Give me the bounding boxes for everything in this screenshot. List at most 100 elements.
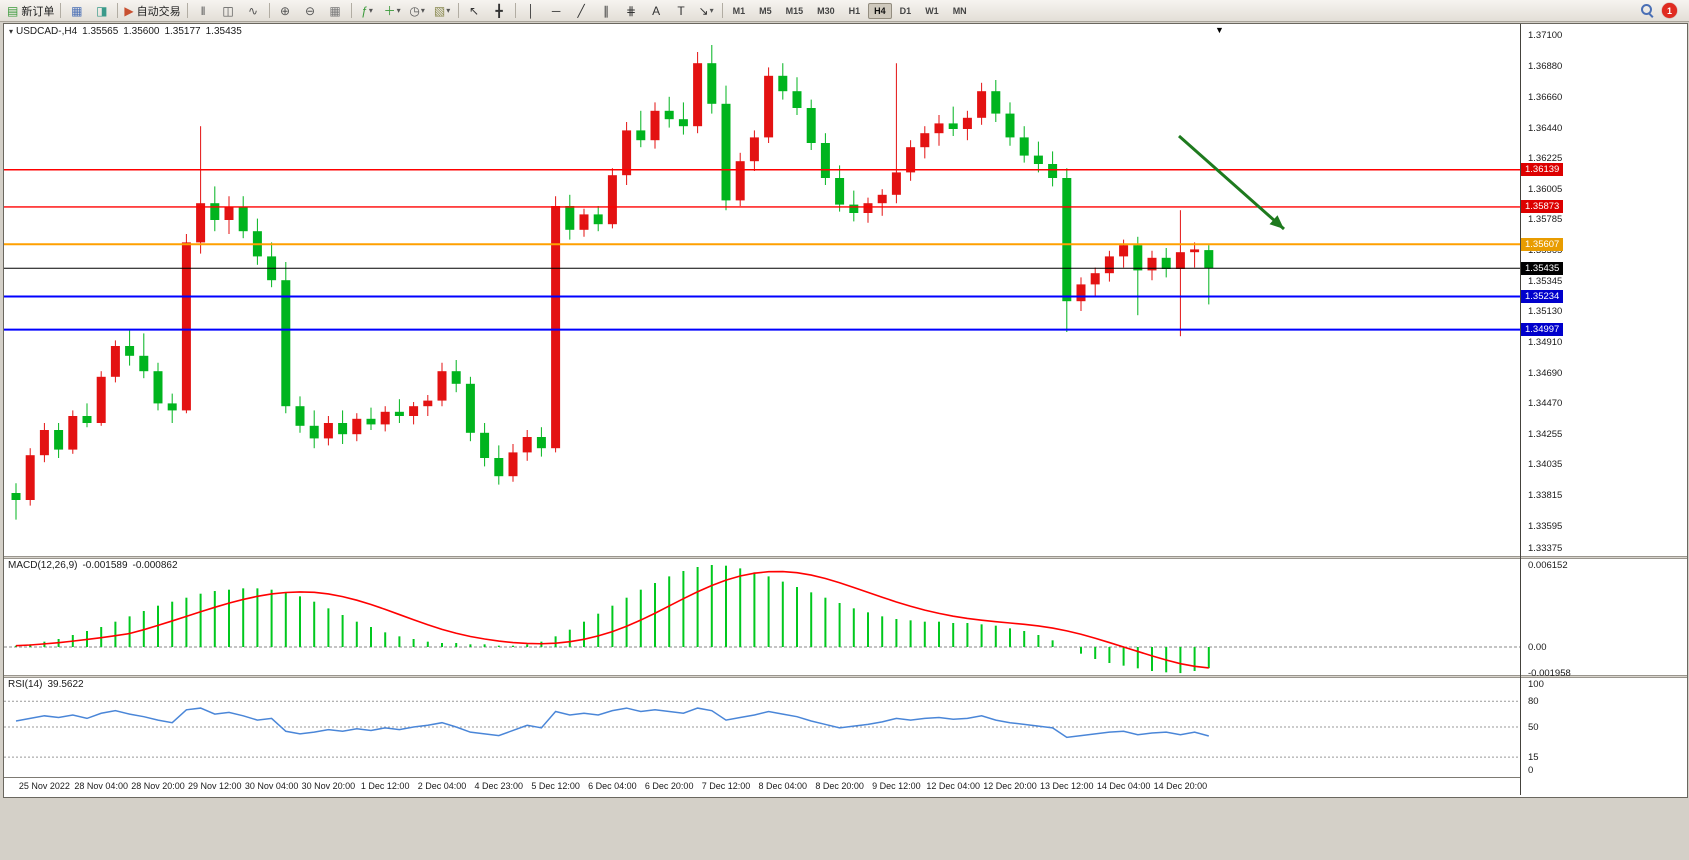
candle	[437, 371, 447, 401]
toolbar-separator	[721, 3, 723, 18]
candle	[1204, 250, 1214, 269]
rsi-label: RSI(14) 39.5622	[8, 679, 84, 690]
vertical-line-button[interactable]: │	[519, 1, 544, 21]
quote-low: 1.35177	[164, 26, 201, 37]
templates-button[interactable]: ▧ ▾	[430, 1, 455, 21]
tile-windows-icon: ▦	[329, 3, 341, 18]
zoom-in-button[interactable]: ⊕	[273, 1, 298, 21]
timeframe-h1-button[interactable]: H1	[848, 5, 861, 16]
time-axis-label: 1 Dec 12:00	[360, 781, 410, 791]
channel-button[interactable]: ∥	[594, 1, 619, 21]
line-chart-type-button[interactable]: ∿	[241, 1, 266, 21]
candle	[622, 130, 632, 176]
time-axis-label: 30 Nov 20:00	[301, 781, 356, 791]
search-icon[interactable]	[1641, 4, 1654, 17]
candle	[352, 418, 362, 435]
pane-separator[interactable]	[4, 556, 1687, 559]
candle	[338, 423, 348, 435]
chart-title: ▾ USDCAD-,H4 1.35565 1.35600 1.35177 1.35435	[9, 26, 242, 37]
timeframe-m30-button[interactable]: M30	[817, 5, 835, 16]
timeframe-m1-button[interactable]: M1	[732, 5, 746, 16]
bar-chart-type-button[interactable]: ‖	[191, 1, 216, 21]
horizontal-line-button[interactable]: ─	[544, 1, 569, 21]
price-axis[interactable]: 1.37100 1.36880 1.36660 1.36440 1.36225 1.360…	[1520, 24, 1687, 795]
time-axis-label: 8 Dec 20:00	[815, 781, 864, 791]
candle	[380, 411, 390, 425]
dropdown-arrow-icon: ▾	[420, 6, 425, 15]
candlestick-chart-type-button[interactable]: ◫	[216, 1, 241, 21]
timeframe-w1-button[interactable]: W1	[925, 5, 939, 16]
timeframe-m15-button[interactable]: M15	[785, 5, 804, 16]
price-pane: ▾ USDCAD-,H4 1.35565 1.35600 1.35177 1.35435 …	[4, 24, 1520, 556]
price-badge: 1.35873	[1521, 200, 1564, 214]
vertical-line-icon: │	[527, 3, 535, 18]
candle	[593, 214, 603, 225]
time-axis-label: 30 Nov 04:00	[244, 781, 299, 791]
candle	[1062, 178, 1072, 302]
timeframe-h4-button[interactable]: H4	[868, 2, 892, 19]
arrows-button[interactable]: ↘ ▾	[694, 1, 719, 21]
cursor-button[interactable]: ↖	[462, 1, 487, 21]
candle	[181, 242, 191, 411]
candle	[394, 411, 404, 416]
data-window-button[interactable]: ◨	[89, 1, 114, 21]
toolbar-items: ▤ 新订单 ▦ ◨ ▶ 自动交易 ‖ ◫ ∿ ⊕ ⊖ ▦ ƒ ▾ ＋ ▾ ◷ ▾ ▧ ▾ ↖ ╋ │ ─ ╱ ∥ ⋕ A T ↘ ▾ M1 M5…	[4, 1, 974, 21]
text-label-button[interactable]: T	[669, 1, 694, 21]
trendline-button[interactable]: ╱	[569, 1, 594, 21]
chart-shift-marker-icon[interactable]: ▼	[1215, 25, 1224, 35]
text-label-icon: T	[677, 3, 685, 18]
rsi-chart	[4, 700, 1520, 758]
toolbar: ▤ 新订单 ▦ ◨ ▶ 自动交易 ‖ ◫ ∿ ⊕ ⊖ ▦ ƒ ▾ ＋ ▾ ◷ ▾ ▧ ▾ ↖ ╋ │ ─ ╱ ∥ ⋕ A T ↘ ▾ M1 M5…	[0, 0, 1689, 22]
time-axis-label: 14 Dec 20:00	[1153, 781, 1208, 791]
timeframe-d1-button[interactable]: D1	[899, 5, 912, 16]
time-axis: 25 Nov 2022 28 Nov 04:00 28 Nov 20:00 29 No…	[4, 777, 1520, 796]
macd-signal-line	[15, 570, 1209, 669]
time-axis-label: 12 Dec 20:00	[983, 781, 1037, 791]
candle	[1090, 273, 1100, 285]
candle	[579, 214, 589, 230]
price-axis-label: 1.36225	[1528, 152, 1563, 164]
notification-badge[interactable]: 1	[1662, 3, 1677, 18]
indicators-button[interactable]: ƒ ▾	[355, 1, 380, 21]
candle	[508, 452, 518, 477]
timeframe-mn-button[interactable]: MN	[952, 5, 967, 16]
text-button[interactable]: A	[644, 1, 669, 21]
rsi-pane: RSI(14) 39.5622	[4, 678, 1520, 775]
add-indicator-button[interactable]: ＋ ▾	[380, 1, 405, 21]
new-order-button-label: 新订单	[21, 5, 55, 18]
zoom-out-button[interactable]: ⊖	[298, 1, 323, 21]
macd-name: MACD(12,26,9)	[8, 560, 78, 571]
time-axis-label: 5 Dec 12:00	[531, 781, 580, 791]
periods-button[interactable]: ◷ ▾	[405, 1, 430, 21]
tile-windows-button[interactable]: ▦	[323, 1, 348, 21]
text-icon: A	[652, 3, 661, 18]
candle	[224, 207, 234, 220]
crosshair-button[interactable]: ╋	[487, 1, 512, 21]
candle	[110, 346, 120, 377]
quote-open: 1.35565	[82, 26, 119, 37]
trend-arrow[interactable]	[1178, 134, 1285, 231]
candle	[238, 207, 248, 232]
fibonacci-button[interactable]: ⋕	[619, 1, 644, 21]
dropdown-arrow-icon: ▾	[709, 6, 714, 15]
timeframe-m5-button[interactable]: M5	[759, 5, 772, 16]
new-order-button[interactable]: ▤ 新订单	[4, 1, 57, 21]
pane-separator[interactable]	[4, 675, 1687, 678]
price-axis-label: 1.36880	[1528, 61, 1563, 72]
candle	[778, 75, 788, 92]
candle	[139, 355, 149, 372]
time-axis-label: 6 Dec 04:00	[588, 781, 637, 791]
candle	[565, 206, 575, 230]
price-axis-label: 1.33375	[1528, 543, 1563, 554]
auto-trading-button[interactable]: ▶ 自动交易	[121, 1, 183, 21]
candle	[650, 110, 660, 141]
candle	[494, 458, 504, 477]
rsi-axis-label: 80	[1528, 696, 1539, 708]
price-axis-label: 1.34470	[1528, 398, 1563, 410]
candle	[1005, 113, 1015, 138]
time-axis-label: 14 Dec 04:00	[1096, 781, 1151, 791]
candle	[1190, 249, 1200, 253]
one-click-trading-icon[interactable]: ▾	[9, 27, 14, 36]
fibonacci-icon: ⋕	[626, 3, 637, 18]
charts-grid-button[interactable]: ▦	[64, 1, 89, 21]
